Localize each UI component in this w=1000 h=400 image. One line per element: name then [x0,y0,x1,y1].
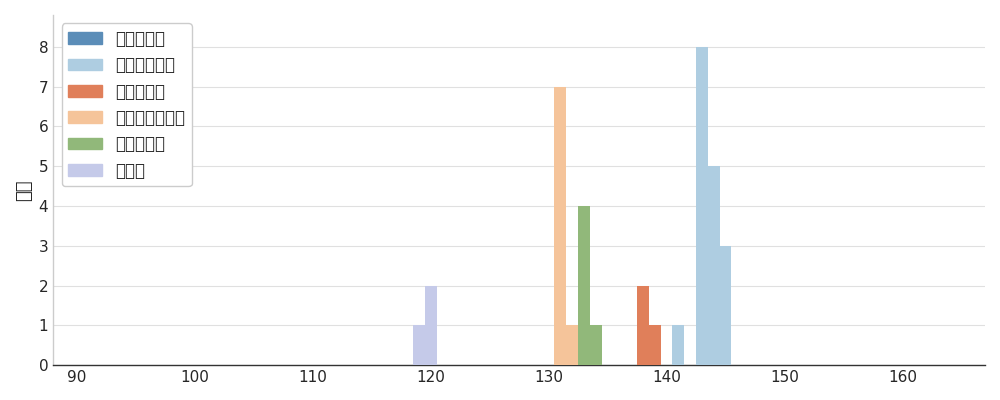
Bar [720,286,731,365]
Bar [637,286,649,365]
Legend: ストレート, カットボール, スプリット, チェンジアップ, スライダー, カーブ: ストレート, カットボール, スプリット, チェンジアップ, スライダー, カー… [62,23,192,186]
Bar [708,166,720,365]
Bar [578,206,590,365]
Bar [708,246,720,365]
Bar [649,325,661,365]
Bar [554,87,566,365]
Bar [720,246,731,365]
Bar [696,47,708,365]
Bar [413,325,425,365]
Bar [425,286,437,365]
Bar [590,325,602,365]
Y-axis label: 球数: 球数 [15,179,33,201]
Bar [672,325,684,365]
Bar [566,325,578,365]
